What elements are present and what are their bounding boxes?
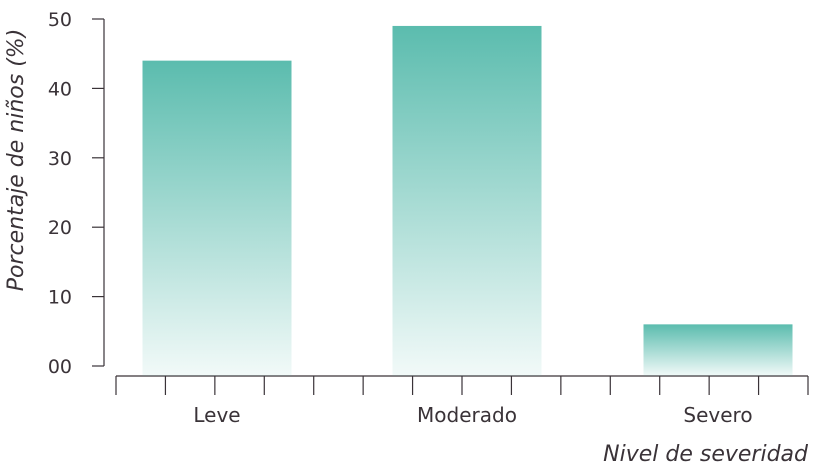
bar <box>142 60 292 376</box>
y-axis: 00 10 20 30 40 50 <box>48 9 105 378</box>
y-tick-label: 40 <box>48 78 72 100</box>
y-tick-label: 20 <box>48 217 72 239</box>
x-tick-label: Leve <box>193 403 240 427</box>
bar <box>392 25 542 376</box>
x-axis: Leve Moderado Severo <box>115 375 809 427</box>
y-axis-title: Porcentaje de niños (%) <box>4 29 29 292</box>
x-axis-title: Nivel de severidad <box>603 442 809 467</box>
bars <box>142 25 793 376</box>
x-tick-label: Severo <box>683 403 752 427</box>
y-tick-label: 50 <box>48 9 72 31</box>
bar <box>643 324 793 376</box>
x-tick-label: Moderado <box>417 403 517 427</box>
y-tick-label: 30 <box>48 148 72 170</box>
y-tick-label: 10 <box>48 287 72 309</box>
y-tick-label: 00 <box>48 356 72 378</box>
